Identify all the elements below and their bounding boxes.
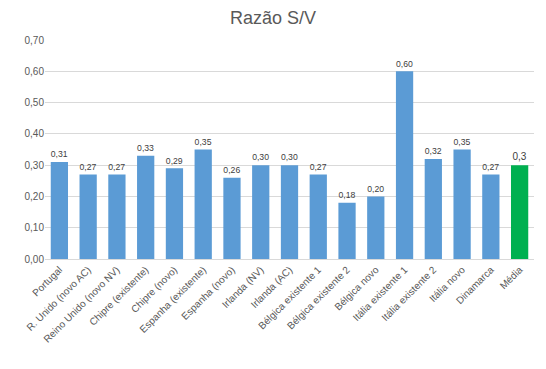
svg-text:0,40: 0,40 <box>25 128 45 139</box>
svg-text:Portugal: Portugal <box>30 264 64 298</box>
svg-text:0,10: 0,10 <box>25 222 45 233</box>
svg-text:0,26: 0,26 <box>223 165 240 175</box>
svg-text:0,27: 0,27 <box>482 162 499 172</box>
svg-text:0,31: 0,31 <box>51 149 68 159</box>
svg-text:0,27: 0,27 <box>108 162 125 172</box>
svg-text:0,27: 0,27 <box>310 162 327 172</box>
svg-text:0,33: 0,33 <box>137 143 154 153</box>
svg-text:0,29: 0,29 <box>166 156 183 166</box>
svg-text:0,35: 0,35 <box>453 137 470 147</box>
svg-text:0,27: 0,27 <box>80 162 97 172</box>
svg-text:Itália novo: Itália novo <box>427 264 467 304</box>
svg-text:Irlanda (NV): Irlanda (NV) <box>220 264 266 310</box>
svg-text:0,60: 0,60 <box>25 66 45 77</box>
svg-text:Bélgica existente 2: Bélgica existente 2 <box>285 264 352 331</box>
svg-text:Dinamarca: Dinamarca <box>454 264 496 306</box>
svg-text:0,20: 0,20 <box>25 191 45 202</box>
svg-text:Média: Média <box>498 264 525 291</box>
svg-text:0,30: 0,30 <box>25 160 45 171</box>
svg-text:Chipre (existente): Chipre (existente) <box>87 264 151 328</box>
svg-text:Irlanda (AC): Irlanda (AC) <box>249 264 295 310</box>
svg-text:Chipre (novo): Chipre (novo) <box>129 264 180 315</box>
svg-text:0,20: 0,20 <box>367 184 384 194</box>
svg-text:0,50: 0,50 <box>25 97 45 108</box>
svg-text:0,30: 0,30 <box>252 152 269 162</box>
svg-text:Reino Unido (novo NV): Reino Unido (novo NV) <box>41 264 121 344</box>
svg-text:Itália existente 1: Itália existente 1 <box>351 264 410 323</box>
svg-text:R. Unido (novo AC): R. Unido (novo AC) <box>24 264 93 333</box>
svg-text:0,70: 0,70 <box>25 35 45 46</box>
svg-text:0,30: 0,30 <box>281 152 298 162</box>
svg-text:0,35: 0,35 <box>195 137 212 147</box>
svg-text:0,32: 0,32 <box>425 146 442 156</box>
svg-text:Itália existente 2: Itália existente 2 <box>379 264 438 323</box>
svg-text:Espanha (existente): Espanha (existente) <box>137 264 208 335</box>
svg-text:0,3: 0,3 <box>512 151 526 162</box>
svg-text:Bélgica existente 1: Bélgica existente 1 <box>256 264 323 331</box>
svg-text:0,60: 0,60 <box>396 59 413 69</box>
svg-text:Espanha (novo): Espanha (novo) <box>179 264 237 322</box>
svg-text:Razão S/V: Razão S/V <box>230 8 316 28</box>
svg-text:Bélgica novo: Bélgica novo <box>332 264 381 313</box>
svg-text:0,18: 0,18 <box>338 190 355 200</box>
svg-text:0,00: 0,00 <box>25 254 45 265</box>
